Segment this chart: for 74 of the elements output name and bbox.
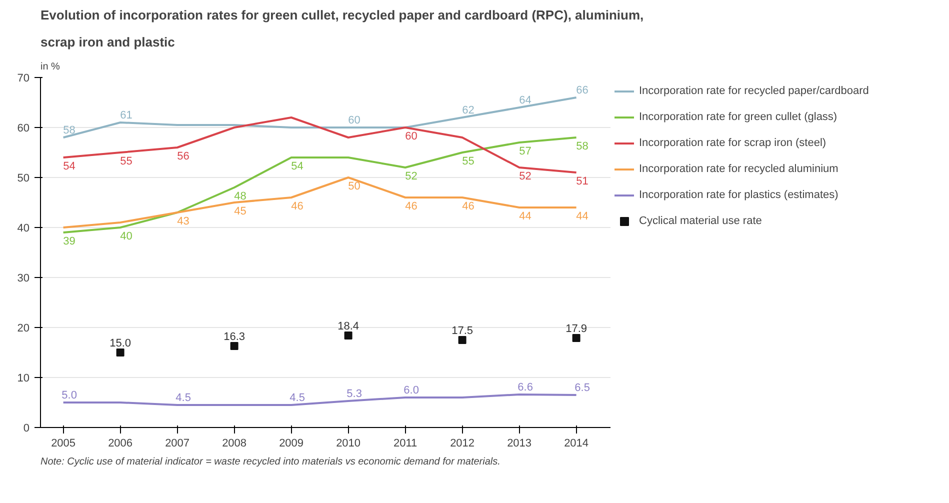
y-tick-label: 50: [17, 172, 30, 184]
legend-label: Incorporation rate for scrap iron (steel): [639, 137, 826, 149]
data-label: 6.0: [404, 384, 419, 396]
data-label: 17.9: [566, 323, 588, 335]
data-label: 55: [120, 156, 132, 168]
x-tick-label: 2013: [507, 438, 532, 450]
x-tick-label: 2012: [450, 438, 475, 450]
point: [116, 348, 124, 356]
point: [230, 342, 238, 350]
data-label: 18.4: [338, 320, 360, 332]
data-label: 40: [120, 230, 132, 242]
y-tick-label: 40: [17, 222, 30, 234]
x-tick-label: 2014: [564, 438, 589, 450]
data-label: 46: [462, 200, 474, 212]
data-label: 44: [576, 210, 588, 222]
data-label: 17.5: [452, 325, 474, 337]
data-label: 46: [291, 200, 304, 212]
data-label: 6.5: [574, 382, 590, 394]
data-label: 64: [519, 94, 532, 106]
data-label: 54: [291, 160, 304, 172]
y-tick-label: 10: [17, 372, 30, 384]
data-label: 44: [519, 210, 532, 222]
data-label: 60: [348, 114, 360, 126]
data-label: 43: [177, 216, 190, 228]
data-label: 57: [519, 146, 532, 158]
x-tick-label: 2005: [51, 438, 76, 450]
legend-label: Incorporation rate for green cullet (glass): [639, 111, 838, 123]
y-tick-label: 60: [17, 122, 30, 134]
data-label: 52: [405, 170, 418, 182]
data-label: 52: [519, 170, 532, 182]
data-label: 16.3: [224, 331, 246, 343]
data-label: 66: [576, 84, 588, 96]
data-label: 45: [234, 206, 246, 218]
data-label: 5.3: [346, 388, 362, 400]
data-label: 4.5: [176, 392, 191, 404]
y-tick-label: 20: [17, 322, 30, 334]
legend-label: Incorporation rate for recycled aluminium: [639, 163, 838, 175]
text: Note: Cyclic use of material indicator = waste recycled into materials vs economic demand for materials.: [40, 456, 500, 468]
data-label: 54: [63, 160, 76, 172]
data-label: 39: [63, 236, 76, 248]
chart-title: Evolution of incorporation rates for green cullet, recycled paper and cardboard (RPC), aluminium,: [40, 8, 644, 22]
data-label: 50: [348, 180, 360, 192]
data-label: 6.6: [518, 382, 533, 394]
data-label: 15.0: [110, 338, 132, 350]
data-label: 55: [462, 156, 474, 168]
data-label: 4.5: [290, 392, 305, 404]
y-tick-label: 70: [17, 72, 30, 84]
x-tick-label: 2006: [108, 438, 133, 450]
data-label: 51: [576, 176, 588, 188]
chart-subtitle: scrap iron and plastic: [40, 34, 175, 50]
data-label: 5.0: [62, 390, 77, 402]
x-tick-label: 2010: [336, 438, 361, 450]
x-tick-label: 2011: [393, 438, 418, 450]
legend-label: Cyclical material use rate: [639, 215, 762, 227]
point: [344, 332, 352, 340]
y-axis-title: in %: [40, 62, 60, 72]
data-label: 56: [177, 150, 190, 162]
y-tick-label: 0: [23, 422, 30, 434]
data-label: 58: [576, 140, 588, 152]
x-tick-label: 2009: [279, 438, 304, 450]
legend-label: Incorporation rate for recycled paper/cardboard: [639, 85, 869, 97]
data-label: 46: [405, 200, 418, 212]
data-label: 48: [234, 190, 246, 202]
point: [458, 336, 466, 344]
data-label: 62: [462, 104, 474, 116]
line-series: [62, 96, 578, 138]
y-tick-label: 30: [17, 272, 30, 284]
legend-label: Incorporation rate for plastics (estimates): [639, 189, 838, 201]
data-label: 58: [63, 124, 76, 136]
point: [572, 334, 580, 342]
data-label: 60: [405, 130, 418, 142]
x-tick-label: 2008: [222, 438, 247, 450]
data-label: 61: [120, 110, 132, 122]
x-tick-label: 2007: [165, 438, 190, 450]
